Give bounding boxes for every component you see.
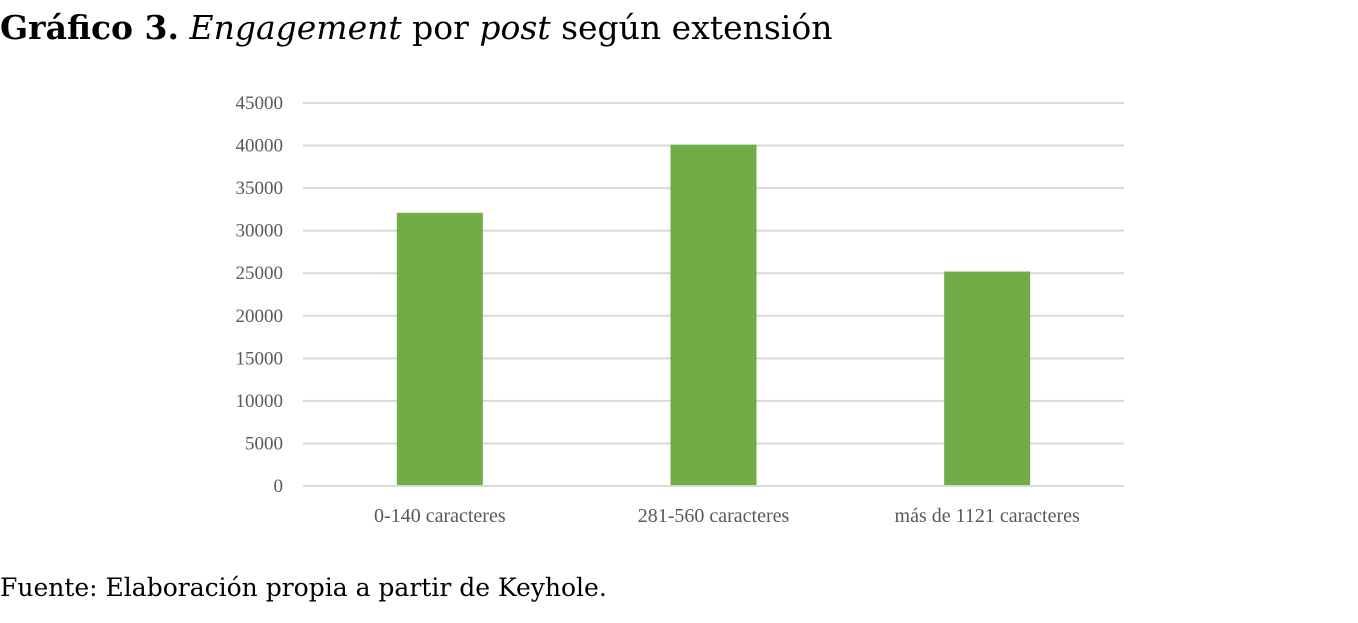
x-category-label: más de 1121 caracteres bbox=[895, 505, 1080, 527]
y-tick-label: 20000 bbox=[236, 306, 284, 327]
caption-word-post: post bbox=[479, 8, 551, 47]
bar bbox=[670, 144, 757, 486]
bars bbox=[396, 144, 1031, 486]
figure-caption: Gráfico 3. Engagement por post según ext… bbox=[0, 6, 832, 50]
caption-word-extension: según extensión bbox=[550, 8, 833, 47]
x-category-label: 0-140 caracteres bbox=[374, 505, 506, 527]
bar bbox=[396, 212, 483, 486]
y-tick-label: 40000 bbox=[236, 136, 284, 157]
y-tick-label: 0 bbox=[274, 476, 284, 497]
y-tick-label: 30000 bbox=[236, 221, 284, 242]
caption-word-engagement: Engagement bbox=[189, 8, 402, 47]
source-note: Fuente: Elaboración propia a partir de K… bbox=[0, 573, 607, 602]
y-tick-label: 45000 bbox=[236, 93, 284, 114]
y-axis-tick-labels: 0 5000 10000 15000 20000 25000 30000 35000 40000… bbox=[236, 93, 284, 497]
x-axis-category-labels: 0-140 caracteres 281-560 caracteres más de… bbox=[374, 505, 1080, 527]
x-category-label: 281-560 caracteres bbox=[638, 505, 790, 527]
caption-word-por: por bbox=[401, 8, 480, 47]
y-tick-label: 5000 bbox=[245, 433, 283, 454]
y-tick-label: 25000 bbox=[236, 263, 284, 284]
y-tick-label: 15000 bbox=[236, 348, 284, 369]
y-tick-label: 35000 bbox=[236, 178, 284, 199]
bar bbox=[944, 271, 1031, 486]
figure-number: Gráfico 3. bbox=[0, 8, 179, 47]
y-tick-label: 10000 bbox=[236, 391, 284, 412]
